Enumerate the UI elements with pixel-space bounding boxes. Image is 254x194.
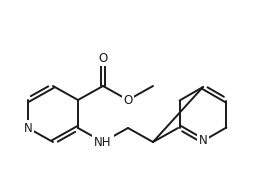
Text: NH: NH [94, 135, 112, 148]
Text: N: N [199, 134, 207, 147]
Text: N: N [24, 121, 32, 134]
Text: O: O [123, 94, 133, 107]
Text: O: O [98, 51, 108, 64]
